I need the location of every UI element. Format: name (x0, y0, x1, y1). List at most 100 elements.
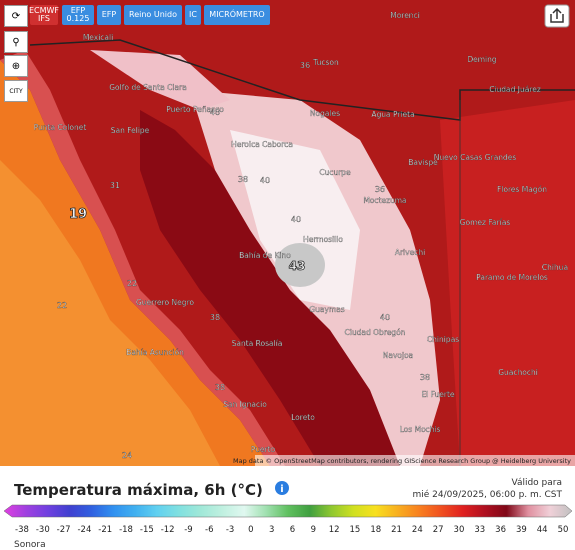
place-label: Gomez Farías (460, 218, 511, 227)
place-label: Bahía Asunción (126, 348, 184, 357)
place-label: Heroica Caborca (231, 140, 293, 149)
place-label: Guaymas (309, 305, 345, 314)
scale-label: 6 (290, 525, 295, 535)
temp-value: 38 (215, 383, 225, 392)
place-label: Paramo de Morelos (476, 273, 548, 282)
model-button[interactable]: Reino Unido (124, 5, 182, 25)
scale-label: -18 (119, 525, 133, 535)
scale-label: -15 (140, 525, 154, 535)
place-label: Chinipas (427, 335, 459, 344)
model-button[interactable]: MICRÓMETRO (204, 5, 270, 25)
scale-label: -38 (15, 525, 29, 535)
place-label: Nogales (310, 109, 340, 118)
gulf-of-california (140, 110, 400, 466)
temp-value: 24 (122, 451, 132, 460)
scale-label: 36 (495, 525, 506, 535)
attribution: Map data © OpenStreetMap contributors, r… (233, 457, 571, 465)
model-button[interactable]: ECMWF IFS (28, 5, 60, 25)
model-button[interactable]: IC (185, 5, 201, 25)
place-label: El Fuerte (421, 390, 455, 399)
scale-label: 24 (412, 525, 423, 535)
place-label: San Ignacio (223, 400, 267, 409)
border-line (29, 39, 575, 121)
temp-value: 40 (291, 215, 301, 224)
place-label: Bavispe (408, 158, 438, 167)
info-i: i (280, 484, 283, 495)
scale-label: -27 (57, 525, 71, 535)
place-label: Bahía de Kino (239, 251, 291, 260)
temp-value: 40 (380, 313, 390, 322)
scale-label: 27 (433, 525, 444, 535)
color-bar (3, 504, 573, 518)
baja-coast (0, 50, 285, 466)
attribution-bg (255, 455, 575, 466)
place-label: Moctezuma (363, 196, 406, 205)
scale-label: -3 (226, 525, 234, 535)
scale-label: 44 (537, 525, 548, 535)
temp-value: 38 (420, 373, 430, 382)
share-icon (550, 7, 564, 23)
place-label: Guerrero Negro (136, 298, 194, 307)
place-label: Santa Rosalía (232, 339, 283, 348)
temp-value: 40 (210, 108, 220, 117)
temp-value: 38 (238, 175, 248, 184)
scale-label: 30 (454, 525, 465, 535)
place-label: Guachochi (498, 368, 538, 377)
place-label: Tucson (312, 58, 339, 67)
scale-label: -21 (98, 525, 112, 535)
zoom-button[interactable]: ⊕ (4, 55, 28, 77)
delta-region (90, 50, 230, 110)
legend: Temperatura máxima, 6h (°C) i Válido par… (3, 478, 573, 550)
place-label: Golfo de Santa Clara (109, 83, 186, 92)
place-label: Hermosillo (303, 235, 343, 244)
map: Morenci Mexicali Tucson Deming Ciudad Juárez… (0, 0, 575, 466)
scale-label: -6 (205, 525, 213, 535)
footer-region: Sonora (14, 540, 46, 550)
place-label: Cucurpe (319, 168, 351, 177)
place-label: Los Mochis (400, 425, 441, 434)
hot-core (275, 243, 325, 287)
temp-value: 36 (375, 185, 385, 194)
temp-value: 31 (110, 181, 120, 190)
place-label: Puerto Peñasco (166, 105, 224, 114)
city-button[interactable]: CITY (4, 80, 28, 102)
temp-value: 43 (289, 259, 306, 273)
place-label: Flores Magón (497, 185, 547, 194)
chihuahua-region (440, 100, 575, 466)
place-label: Nuevo Casas Grandes (434, 153, 517, 162)
scale-label: 39 (516, 525, 527, 535)
place-label: Arivechi (395, 248, 425, 257)
scale-label: -12 (161, 525, 175, 535)
info-icon[interactable] (275, 481, 289, 495)
scale-label: 33 (474, 525, 485, 535)
place-label: Morenci (390, 11, 420, 20)
temp-value: 22 (127, 279, 137, 288)
scale-label: 15 (350, 525, 361, 535)
scale-label: -9 (184, 525, 192, 535)
sonora-hot (230, 130, 360, 310)
place-label: Mexicali (83, 33, 113, 42)
scale-label: 18 (370, 525, 381, 535)
pacific-ocean-far (0, 160, 220, 466)
location-button[interactable]: ⚲ (4, 31, 28, 53)
place-label: Agua Prieta (371, 110, 414, 119)
place-label: Puerto (251, 445, 276, 454)
temp-value: 38 (210, 313, 220, 322)
scale-label: 3 (269, 525, 274, 535)
legend-title: Temperatura máxima, 6h (°C) (14, 481, 263, 499)
refresh-button[interactable]: ⟳ (4, 5, 28, 27)
place-label: Navojoa (383, 351, 414, 360)
place-label: Ciudad Juárez (489, 85, 541, 94)
temp-value: 19 (69, 207, 87, 222)
valid-label: Válido para (512, 478, 563, 488)
model-button[interactable]: EFP 0.125 (62, 5, 94, 25)
scale-label: 50 (558, 525, 569, 535)
place-label: Chihua (542, 263, 568, 272)
temp-value: 22 (57, 301, 67, 310)
place-label: Punta Colonet (34, 123, 87, 132)
scale-label: 21 (391, 525, 402, 535)
model-button[interactable]: EFP (97, 5, 121, 25)
scale-label: 9 (311, 525, 316, 535)
scale-label: -24 (77, 525, 91, 535)
